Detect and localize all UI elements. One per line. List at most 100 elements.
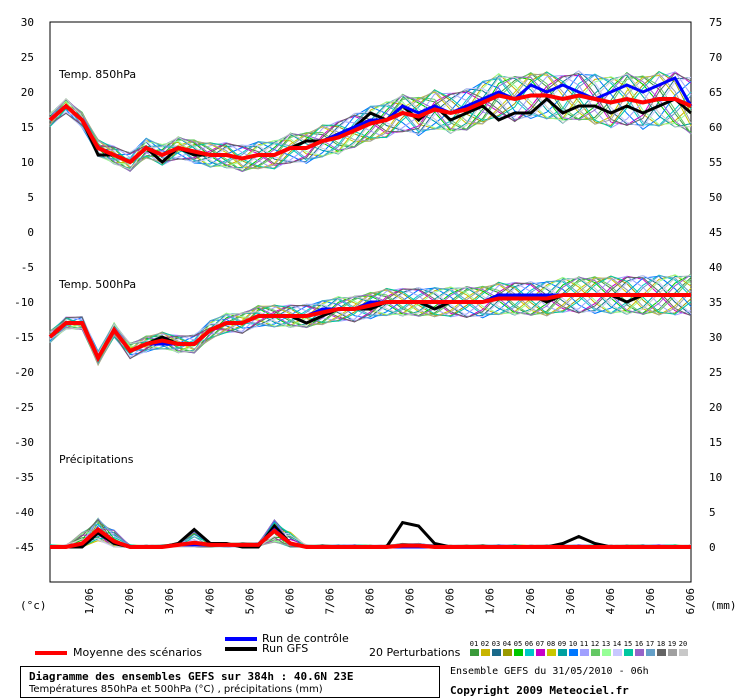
- left-tick-label: 25: [21, 51, 34, 64]
- perturbation-swatch: [480, 649, 490, 656]
- perturbation-swatch: [579, 649, 589, 656]
- right-tick-label: 45: [709, 226, 722, 239]
- perturbation-swatch: [557, 649, 567, 656]
- perturbation-swatch: [623, 649, 633, 656]
- perturbation-legend-item: 18: [656, 640, 666, 656]
- right-tick-label: 25: [709, 366, 722, 379]
- footer-ensemble-info: Ensemble GEFS du 31/05/2010 - 06h: [450, 666, 649, 677]
- perturbation-t500-line: [49, 276, 692, 366]
- perturbation-legend-item: 15: [623, 640, 633, 656]
- left-tick-label: -20: [14, 366, 34, 379]
- perturbation-t500-line: [49, 275, 692, 353]
- perturbation-swatch: [601, 649, 611, 656]
- perturbation-id: 19: [667, 640, 677, 648]
- right-tick-label: 50: [709, 191, 722, 204]
- left-tick-label: -25: [14, 401, 34, 414]
- perturbation-legend-item: 17: [645, 640, 655, 656]
- perturbation-t500-line: [49, 275, 692, 356]
- right-tick-label: 20: [709, 401, 722, 414]
- moyenne-des-sc-narios-precip-line: [50, 526, 691, 549]
- legend-control: Run de contrôle: [225, 632, 349, 645]
- left-tick-label: -10: [14, 296, 34, 309]
- right-axis-unit: (mm): [710, 599, 737, 612]
- perturbation-id: 12: [590, 640, 600, 648]
- left-tick-label: -30: [14, 436, 34, 449]
- run-gfs-t850-line: [49, 97, 692, 164]
- perturbation-legend-item: 11: [579, 640, 589, 656]
- x-tick-label: 11/06: [484, 588, 497, 615]
- mean-swatch: [35, 651, 67, 655]
- right-tick-label: 60: [709, 121, 722, 134]
- left-tick-label: 5: [27, 191, 34, 204]
- perturbation-legend-item: 05: [513, 640, 523, 656]
- x-tick-label: 15/06: [644, 588, 657, 615]
- perturbation-legend-item: 12: [590, 640, 600, 656]
- perturbation-id: 18: [656, 640, 666, 648]
- perturbation-id: 11: [579, 640, 589, 648]
- left-tick-label: 15: [21, 121, 34, 134]
- perturbation-legend-item: 14: [612, 640, 622, 656]
- perturbation-id: 02: [480, 640, 490, 648]
- x-tick-label: 14/06: [604, 588, 617, 615]
- right-tick-label: 10: [709, 471, 722, 484]
- perturbation-t850-line: [49, 74, 692, 168]
- perturbation-id: 16: [634, 640, 644, 648]
- perturbation-id: 17: [645, 640, 655, 648]
- control-swatch: [225, 637, 257, 641]
- legend-perturbations-label: 20 Perturbations: [369, 646, 461, 659]
- perturbation-id: 03: [491, 640, 501, 648]
- x-tick-label: 16/06: [684, 588, 697, 615]
- perturbation-swatch: [656, 649, 666, 656]
- legend-mean: Moyenne des scénarios: [35, 646, 202, 659]
- mean-label: Moyenne des scénarios: [73, 646, 202, 659]
- left-tick-label: -35: [14, 471, 34, 484]
- x-tick-label: 07/06: [323, 588, 336, 615]
- x-tick-label: 03/06: [163, 588, 176, 615]
- perturbation-swatch: [568, 649, 578, 656]
- perturbation-id: 08: [546, 640, 556, 648]
- perturbation-legend-item: 03: [491, 640, 501, 656]
- right-tick-label: 35: [709, 296, 722, 309]
- perturbation-t850-line: [49, 72, 692, 170]
- perturbation-swatch: [634, 649, 644, 656]
- perturbation-id: 04: [502, 640, 512, 648]
- right-tick-label: 55: [709, 156, 722, 169]
- gfs-swatch: [225, 647, 257, 651]
- perturbation-swatch: [612, 649, 622, 656]
- perturbation-t500-line: [49, 277, 692, 366]
- perturbation-legend-item: 01: [469, 640, 479, 656]
- x-tick-label: 06/06: [283, 588, 296, 615]
- x-tick-label: 10/06: [444, 588, 457, 615]
- left-axis-unit: (°c): [20, 599, 47, 612]
- panel-label: Précipitations: [59, 453, 134, 466]
- footer-subtitle: Températures 850hPa et 500hPa (°C) , pré…: [29, 684, 323, 695]
- footer-title: Diagramme des ensembles GEFS sur 384h : …: [29, 670, 354, 683]
- x-tick-label: 04/06: [203, 588, 216, 615]
- perturbation-id: 07: [535, 640, 545, 648]
- perturbation-legend-item: 02: [480, 640, 490, 656]
- main-series-lines: [48, 76, 693, 549]
- perturbation-legend-item: 20: [678, 640, 688, 656]
- x-tick-label: 12/06: [524, 588, 537, 615]
- x-tick-label: 09/06: [404, 588, 417, 615]
- perturbation-id: 09: [557, 640, 567, 648]
- moyenne-des-sc-narios-t500-line: [48, 293, 691, 363]
- legend-gfs: Run GFS: [225, 642, 308, 655]
- x-tick-label: 01/06: [83, 588, 96, 615]
- left-tick-label: -45: [14, 541, 34, 554]
- x-tick-label: 05/06: [243, 588, 256, 615]
- perturbation-legend-item: 08: [546, 640, 556, 656]
- left-tick-label: -5: [21, 261, 34, 274]
- perturbation-swatch: [491, 649, 501, 656]
- perturbation-legend-item: 13: [601, 640, 611, 656]
- right-tick-label: 0: [709, 541, 716, 554]
- right-tick-label: 15: [709, 436, 722, 449]
- right-tick-label: 65: [709, 86, 722, 99]
- perturbation-swatch: [678, 649, 688, 656]
- perturbation-legend-item: 10: [568, 640, 578, 656]
- perturbation-id: 13: [601, 640, 611, 648]
- perturbation-swatch: [667, 649, 677, 656]
- perturbation-swatch: [513, 649, 523, 656]
